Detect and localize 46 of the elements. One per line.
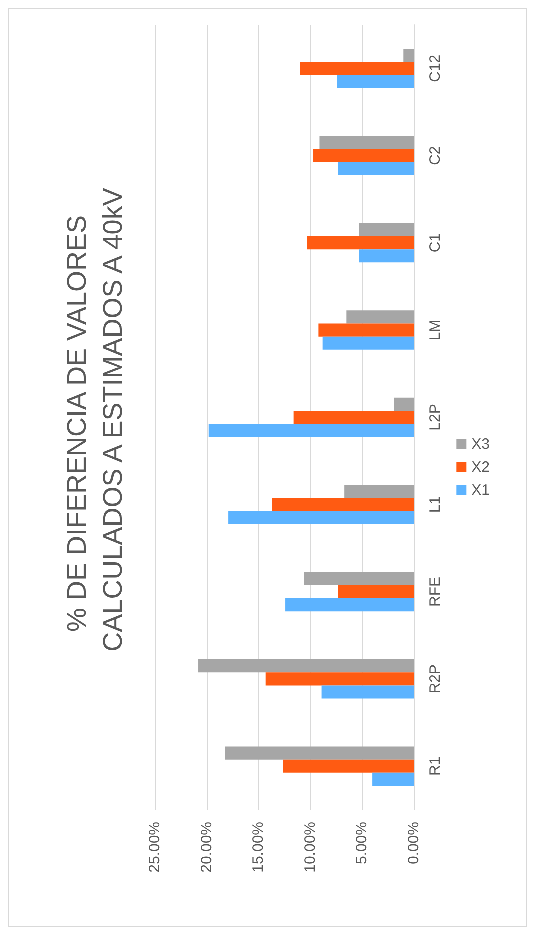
- bar: [283, 760, 414, 773]
- bar: [272, 498, 414, 512]
- bar: [300, 62, 414, 76]
- x-tick-label: 15.00%: [250, 822, 268, 873]
- y-tick-label: C2: [427, 146, 444, 166]
- bar: [404, 48, 414, 62]
- legend-label: X1: [472, 482, 490, 499]
- bar: [266, 672, 414, 686]
- bar: [338, 585, 414, 598]
- bar: [320, 136, 414, 150]
- bar: [225, 746, 414, 760]
- y-tick-label: L2P: [427, 404, 444, 431]
- y-tick-label: R2P: [427, 664, 444, 694]
- bar: [394, 398, 414, 411]
- bar: [372, 772, 414, 786]
- bar: [304, 572, 414, 586]
- y-tick-label: LM: [427, 320, 444, 341]
- y-tick-label: RFE: [427, 576, 444, 607]
- bar: [359, 223, 414, 237]
- y-tick-label: C12: [427, 54, 444, 82]
- bar: [338, 162, 414, 176]
- bar: [307, 236, 414, 250]
- x-tick-label: 0.00%: [406, 822, 422, 865]
- bar: [359, 250, 414, 263]
- bar: [322, 336, 414, 350]
- x-tick-label: 25.00%: [146, 822, 164, 873]
- bar: [208, 424, 414, 438]
- x-tick-label: 10.00%: [302, 822, 319, 873]
- bar: [314, 149, 414, 162]
- legend-label: X2: [472, 459, 490, 476]
- bar: [344, 485, 414, 498]
- bar: [318, 324, 414, 337]
- bar: [337, 75, 414, 88]
- bar: [286, 598, 414, 612]
- bar: [294, 410, 414, 424]
- x-tick-label: 5.00%: [354, 822, 371, 865]
- x-tick-label: 20.00%: [198, 822, 216, 873]
- y-tick-label: C1: [427, 233, 444, 253]
- text: % DE DIFERENCIA DE VALORES CALCULADOS A ESTIMADOS A 40kV: [62, 188, 128, 652]
- y-tick-label: R1: [427, 756, 444, 776]
- y-tick-label: L1: [427, 496, 444, 514]
- legend-label: X3: [472, 436, 490, 453]
- bar: [346, 310, 414, 324]
- bar: [322, 686, 414, 699]
- bar: [228, 511, 414, 524]
- bar: [198, 660, 414, 673]
